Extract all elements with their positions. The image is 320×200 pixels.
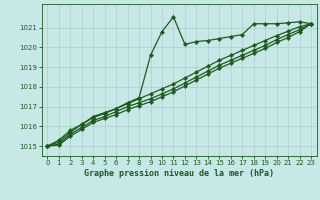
X-axis label: Graphe pression niveau de la mer (hPa): Graphe pression niveau de la mer (hPa) [84, 169, 274, 178]
